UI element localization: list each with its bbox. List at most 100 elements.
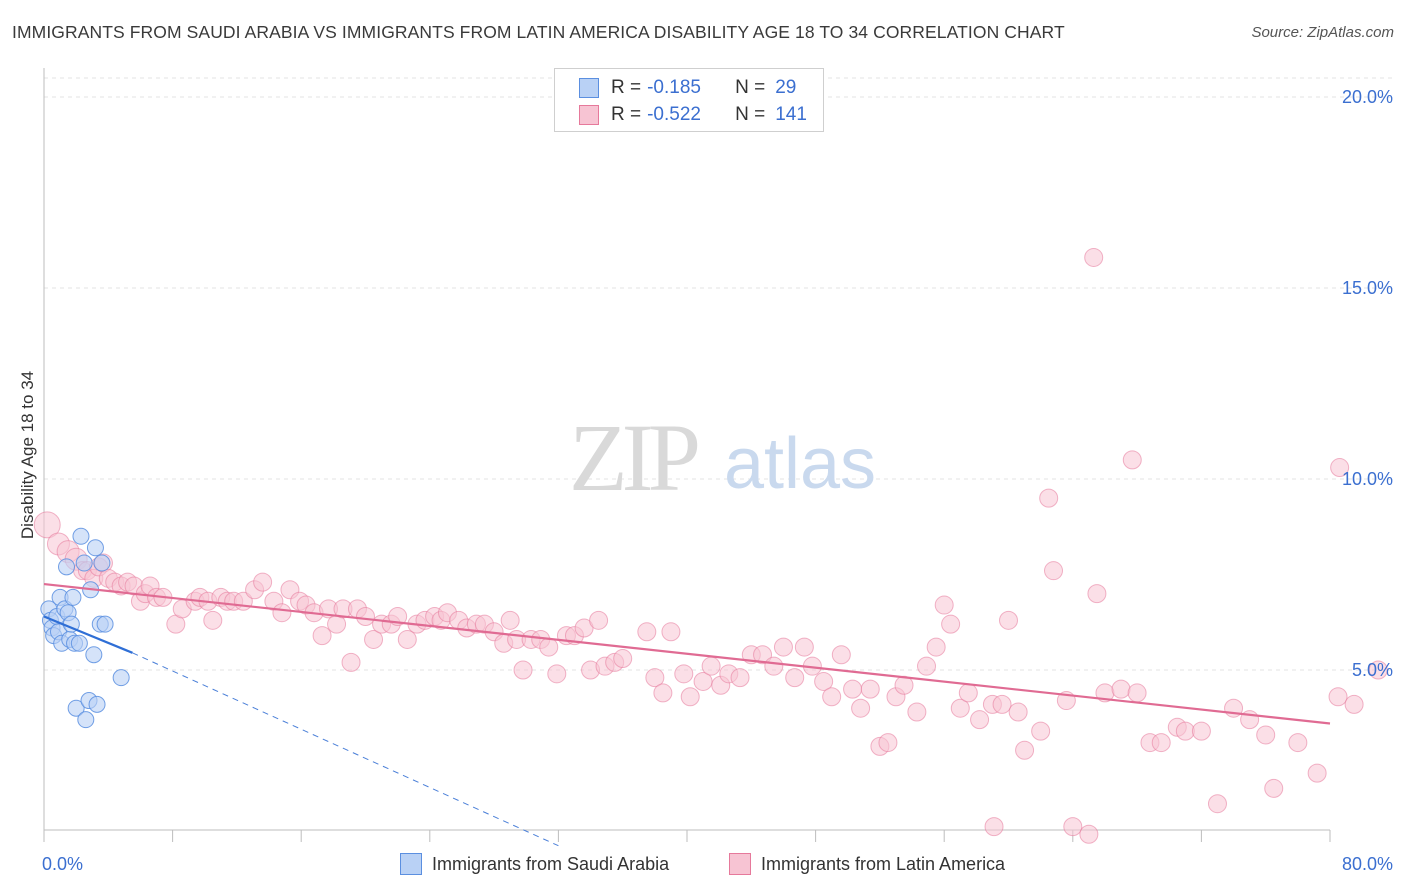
latin-america-point	[970, 710, 990, 730]
latin-america-point	[680, 687, 700, 707]
legend-r-label: R =	[611, 104, 642, 125]
latin-america-point	[661, 622, 681, 642]
latin-america-point	[203, 610, 223, 630]
latin-america-point	[364, 629, 384, 649]
latin-america-point	[272, 603, 292, 623]
latin-america-point	[1087, 584, 1107, 604]
latin-america-point	[1015, 740, 1035, 760]
y-axis-label: Disability Age 18 to 34	[18, 370, 37, 540]
latin-america-point	[934, 595, 954, 615]
latin-america-point	[1328, 687, 1348, 707]
x-tick-label-min: 0.0%	[42, 854, 83, 874]
watermark-zip: ZIP	[569, 404, 698, 511]
y-tick-label: 15.0%	[1342, 278, 1393, 298]
latin-america-point	[1127, 683, 1147, 703]
series-latin-america-points	[33, 247, 1388, 844]
latin-america-point	[958, 683, 978, 703]
bottom-legend-swatch-latin	[729, 853, 751, 875]
y-tick-label: 10.0%	[1342, 469, 1393, 489]
chart-source: Source: ZipAtlas.com	[1251, 24, 1394, 41]
legend-n-label: N =	[735, 104, 766, 125]
latin-america-point	[1079, 824, 1099, 844]
latin-america-point	[1307, 763, 1327, 783]
legend-r-value-saudi: -0.185	[647, 77, 701, 98]
latin-america-point	[753, 645, 773, 665]
legend-swatch-saudi	[579, 78, 599, 98]
latin-america-point	[1368, 660, 1388, 680]
x-tick-label-max: 80.0%	[1342, 854, 1393, 874]
saudi-arabia-point	[77, 711, 95, 729]
saudi-arabia-point	[75, 554, 93, 572]
latin-america-point	[513, 660, 533, 680]
legend-n-value-saudi: 29	[775, 77, 797, 98]
latin-america-point	[794, 637, 814, 657]
gridlines	[44, 77, 1394, 671]
legend-row-latin: R = -0.522 N = 141	[579, 104, 807, 126]
saudi-arabia-point	[112, 669, 130, 687]
saudi-arabia-point	[85, 646, 103, 664]
bottom-legend-label-saudi: Immigrants from Saudi Arabia	[432, 853, 670, 874]
legend-n-label: N =	[735, 77, 766, 98]
latin-america-point	[999, 610, 1018, 630]
latin-america-point	[1122, 450, 1142, 470]
latin-america-point	[1175, 721, 1195, 741]
legend-row-saudi: R = -0.185 N = 29	[579, 77, 796, 99]
latin-america-point	[701, 656, 721, 676]
latin-america-point	[1207, 794, 1227, 814]
latin-america-point	[397, 629, 417, 649]
latin-america-point	[878, 733, 898, 753]
latin-america-point	[1256, 725, 1276, 745]
latin-america-point	[843, 679, 863, 699]
saudi-arabia-trend-extension	[132, 652, 559, 847]
latin-america-point	[1264, 778, 1284, 798]
saudi-arabia-trend-line	[43, 615, 133, 654]
y-tick-label: 5.0%	[1352, 660, 1393, 680]
latin-america-point	[764, 656, 784, 676]
latin-america-point	[1111, 679, 1131, 699]
latin-america-point	[950, 698, 970, 718]
saudi-arabia-point	[96, 615, 114, 633]
latin-america-point	[356, 607, 375, 627]
latin-america-point	[1151, 733, 1171, 753]
latin-america-trend-line	[43, 582, 1331, 725]
latin-america-point	[645, 668, 665, 688]
latin-america-point	[941, 614, 961, 634]
latin-america-point	[1031, 721, 1051, 741]
latin-america-point	[1044, 561, 1064, 581]
latin-america-point	[1288, 733, 1308, 753]
saudi-arabia-point	[67, 699, 85, 717]
latin-america-point	[984, 817, 1004, 837]
latin-america-point	[917, 656, 937, 676]
legend-r-value-latin: -0.522	[647, 104, 701, 125]
saudi-arabia-point	[64, 588, 82, 606]
latin-america-point	[1008, 702, 1028, 722]
latin-america-point	[1344, 694, 1364, 714]
bottom-legend-saudi: Immigrants from Saudi Arabia	[400, 852, 669, 876]
latin-america-point	[773, 637, 793, 657]
latin-america-point	[653, 683, 673, 703]
latin-america-point	[341, 652, 361, 672]
latin-america-point	[926, 637, 946, 657]
latin-america-point	[500, 610, 520, 630]
latin-america-point	[674, 664, 694, 684]
latin-america-point	[992, 694, 1012, 714]
trend-lines	[43, 582, 1331, 847]
stats-legend: R = -0.185 N = 29 R = -0.522 N = 141	[554, 68, 824, 132]
watermark: ZIP atlas	[569, 404, 876, 511]
latin-america-point	[860, 679, 880, 699]
legend-r-label: R =	[611, 77, 642, 98]
latin-america-point	[907, 702, 927, 722]
bottom-legend-label-latin: Immigrants from Latin America	[761, 853, 1006, 874]
latin-america-point	[589, 610, 609, 630]
saudi-arabia-point	[86, 539, 104, 557]
latin-america-point	[1063, 817, 1083, 837]
latin-america-point	[312, 626, 332, 646]
latin-america-point	[253, 572, 273, 592]
tick-labels: 5.0% 10.0% 15.0% 20.0% 0.0% 80.0%	[42, 87, 1393, 874]
latin-america-point	[613, 649, 633, 669]
latin-america-point	[822, 687, 842, 707]
latin-america-point	[539, 637, 559, 657]
legend-n-value-latin: 141	[775, 104, 807, 125]
saudi-arabia-point	[93, 554, 111, 572]
